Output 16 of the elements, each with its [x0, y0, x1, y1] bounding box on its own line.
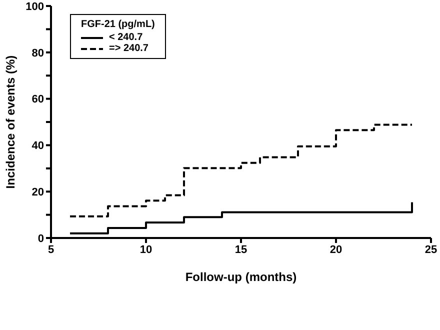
x-tick-label: 10 — [140, 244, 152, 256]
x-tick-label: 5 — [48, 244, 54, 256]
x-tick-label: 20 — [330, 244, 342, 256]
y-tick-label: 100 — [26, 0, 44, 13]
y-axis-title: Incidence of events (%) — [3, 55, 18, 189]
x-tick-label: 25 — [424, 244, 438, 256]
y-tick-label: 80 — [32, 47, 44, 60]
y-tick-label: 20 — [32, 186, 44, 199]
y-tick-label: 40 — [32, 140, 44, 152]
x-tick-label: 15 — [234, 244, 248, 256]
legend-label: => 240.7 — [109, 43, 148, 54]
x-axis-title: Follow-up (months) — [185, 270, 297, 284]
legend-title: FGF-21 (pg/mL) — [81, 19, 155, 30]
y-tick-label: 60 — [32, 94, 44, 106]
y-tick-label: 0 — [38, 232, 44, 245]
legend-label: < 240.7 — [109, 32, 143, 43]
